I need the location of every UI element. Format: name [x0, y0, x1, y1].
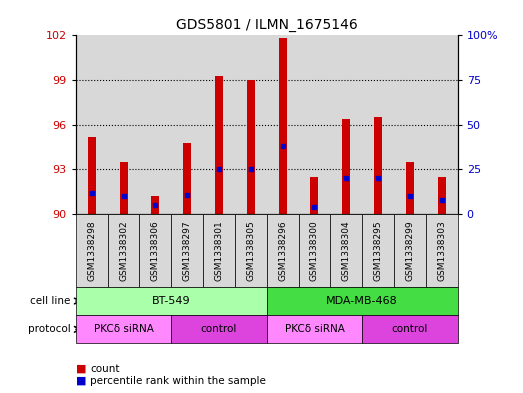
Bar [362, 35, 394, 214]
Text: protocol: protocol [28, 324, 71, 334]
Text: control: control [201, 324, 237, 334]
Text: control: control [392, 324, 428, 334]
Text: GSM1338302: GSM1338302 [119, 220, 128, 281]
Text: MDA-MB-468: MDA-MB-468 [326, 296, 398, 306]
Bar [394, 35, 426, 214]
Text: GSM1338295: GSM1338295 [373, 220, 383, 281]
Bar [88, 137, 96, 214]
Text: GSM1338306: GSM1338306 [151, 220, 160, 281]
Bar [108, 35, 140, 214]
Bar [172, 35, 203, 214]
Text: BT-549: BT-549 [152, 296, 190, 306]
Title: GDS5801 / ILMN_1675146: GDS5801 / ILMN_1675146 [176, 18, 358, 31]
Text: GSM1338298: GSM1338298 [87, 220, 96, 281]
Bar [247, 80, 255, 214]
Bar [342, 119, 350, 214]
Bar [406, 162, 414, 214]
Text: GSM1338299: GSM1338299 [405, 220, 414, 281]
Bar [215, 75, 223, 214]
Text: count: count [90, 364, 120, 374]
Text: ■: ■ [76, 376, 86, 386]
Bar [279, 39, 287, 214]
Bar [299, 35, 331, 214]
Text: ■: ■ [76, 364, 86, 374]
Text: GSM1338297: GSM1338297 [183, 220, 192, 281]
Bar [267, 35, 299, 214]
Bar [140, 35, 172, 214]
Bar [76, 35, 108, 214]
Bar [374, 118, 382, 214]
Bar [331, 35, 362, 214]
Bar [120, 162, 128, 214]
Text: cell line: cell line [30, 296, 71, 306]
Bar [151, 196, 160, 214]
Text: GSM1338305: GSM1338305 [246, 220, 255, 281]
Text: GSM1338303: GSM1338303 [437, 220, 446, 281]
Bar [183, 143, 191, 214]
Bar [426, 35, 458, 214]
Text: GSM1338304: GSM1338304 [342, 220, 351, 281]
Bar [311, 177, 319, 214]
Bar [438, 177, 446, 214]
Text: GSM1338296: GSM1338296 [278, 220, 287, 281]
Text: percentile rank within the sample: percentile rank within the sample [90, 376, 266, 386]
Text: PKCδ siRNA: PKCδ siRNA [285, 324, 344, 334]
Bar [203, 35, 235, 214]
Text: PKCδ siRNA: PKCδ siRNA [94, 324, 153, 334]
Text: GSM1338300: GSM1338300 [310, 220, 319, 281]
Bar [235, 35, 267, 214]
Text: GSM1338301: GSM1338301 [214, 220, 223, 281]
